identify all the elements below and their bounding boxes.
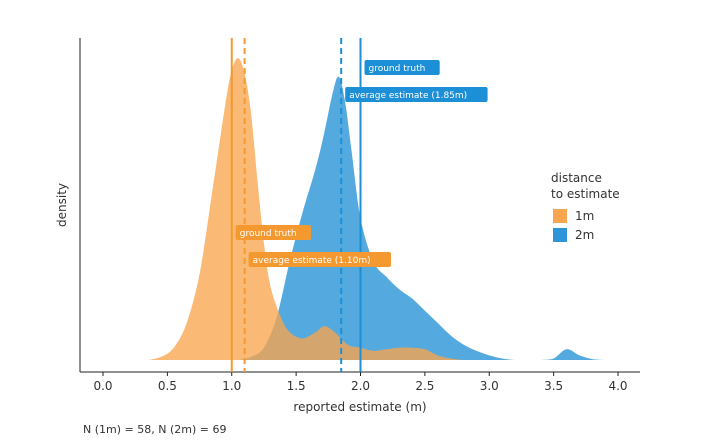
density-area-2m — [238, 76, 606, 361]
legend-swatch-1m — [553, 209, 567, 223]
annotation-box — [345, 87, 488, 102]
annotation-box — [248, 252, 392, 267]
annotation-text: ground truth — [369, 64, 426, 74]
annotation-label: average estimate (1.85m) — [345, 87, 488, 102]
y-axis-title: density — [55, 183, 69, 227]
annotation-text: average estimate (1.85m) — [349, 91, 467, 101]
annotation-text: average estimate (1.10m) — [253, 256, 371, 266]
legend: distance to estimate 1m 2m — [551, 171, 620, 242]
annotation-label: average estimate (1.10m) — [248, 252, 392, 267]
legend-label-1m: 1m — [575, 209, 594, 223]
x-tick-label: 1.5 — [287, 379, 306, 393]
density-area-1m — [148, 58, 477, 360]
annotation-box — [364, 60, 440, 75]
annotation-box — [235, 225, 311, 240]
x-axis-title: reported estimate (m) — [293, 400, 426, 414]
x-ticks: 0.0 0.5 1.0 1.5 2.0 2.5 3.0 3.5 4.0 — [93, 372, 628, 393]
legend-label-2m: 2m — [575, 228, 594, 242]
annotation-text: ground truth — [240, 229, 297, 239]
x-tick-label: 0.5 — [158, 379, 177, 393]
legend-title-line1: distance — [551, 171, 602, 185]
x-tick-label: 3.5 — [544, 379, 563, 393]
x-tick-label: 2.0 — [351, 379, 370, 393]
x-tick-label: 2.5 — [415, 379, 434, 393]
x-tick-label: 4.0 — [608, 379, 627, 393]
density-areas — [148, 58, 606, 361]
sample-size-footnote: N (1m) = 58, N (2m) = 69 — [83, 423, 227, 436]
annotation-label: ground truth — [364, 60, 440, 75]
x-tick-label: 3.0 — [480, 379, 499, 393]
x-tick-label: 1.0 — [222, 379, 241, 393]
annotations: ground truth average estimate (1.85m) grou… — [235, 60, 488, 267]
x-tick-label: 0.0 — [93, 379, 112, 393]
annotation-label: ground truth — [235, 225, 311, 240]
legend-title-line2: to estimate — [551, 187, 620, 201]
legend-swatch-2m — [553, 228, 567, 242]
